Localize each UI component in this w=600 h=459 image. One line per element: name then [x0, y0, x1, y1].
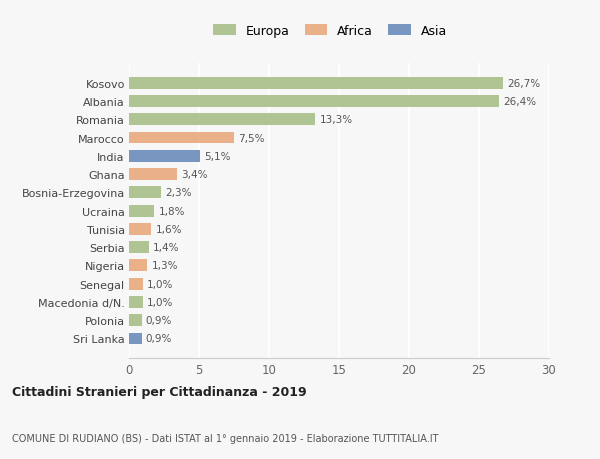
- Bar: [129, 96, 499, 108]
- Text: COMUNE DI RUDIANO (BS) - Dati ISTAT al 1° gennaio 2019 - Elaborazione TUTTITALIA: COMUNE DI RUDIANO (BS) - Dati ISTAT al 1…: [12, 433, 439, 442]
- Text: 0,9%: 0,9%: [146, 334, 172, 344]
- Bar: [129, 187, 161, 199]
- Bar: [129, 333, 142, 345]
- Text: 1,6%: 1,6%: [155, 224, 182, 235]
- Bar: [129, 242, 149, 253]
- Bar: [129, 224, 151, 235]
- Bar: [129, 169, 176, 180]
- Bar: [129, 78, 503, 90]
- Text: 3,4%: 3,4%: [181, 170, 208, 179]
- Text: 26,4%: 26,4%: [503, 97, 536, 107]
- Text: 13,3%: 13,3%: [319, 115, 353, 125]
- Text: 1,8%: 1,8%: [158, 206, 185, 216]
- Bar: [129, 278, 143, 290]
- Bar: [129, 205, 154, 217]
- Bar: [129, 297, 143, 308]
- Text: 7,5%: 7,5%: [238, 133, 265, 143]
- Text: Cittadini Stranieri per Cittadinanza - 2019: Cittadini Stranieri per Cittadinanza - 2…: [12, 385, 307, 398]
- Text: 2,3%: 2,3%: [166, 188, 192, 198]
- Bar: [129, 151, 200, 162]
- Legend: Europa, Africa, Asia: Europa, Africa, Asia: [208, 20, 452, 43]
- Text: 1,4%: 1,4%: [153, 243, 179, 252]
- Text: 26,7%: 26,7%: [507, 78, 540, 89]
- Text: 1,3%: 1,3%: [151, 261, 178, 271]
- Bar: [129, 132, 234, 144]
- Bar: [129, 114, 315, 126]
- Text: 0,9%: 0,9%: [146, 315, 172, 325]
- Bar: [129, 314, 142, 326]
- Text: 1,0%: 1,0%: [147, 279, 173, 289]
- Bar: [129, 260, 147, 272]
- Text: 5,1%: 5,1%: [205, 151, 231, 162]
- Text: 1,0%: 1,0%: [147, 297, 173, 307]
